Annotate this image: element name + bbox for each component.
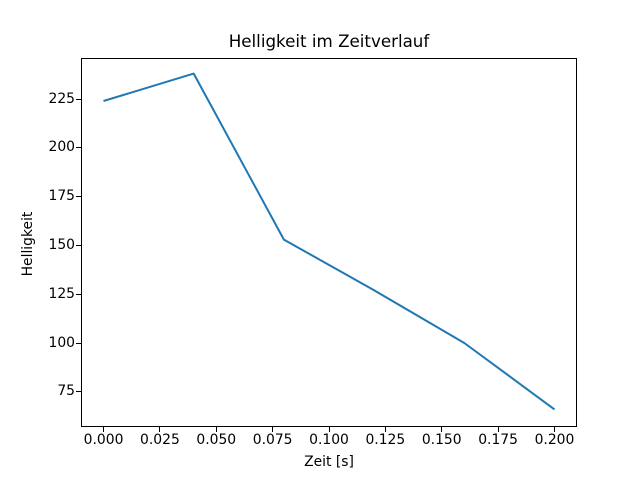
x-tick-mark xyxy=(441,427,443,432)
y-tick-mark xyxy=(76,196,81,198)
x-tick-label: 0.025 xyxy=(140,432,180,448)
y-tick-label: 175 xyxy=(48,188,75,205)
x-tick-label: 0.125 xyxy=(365,432,406,448)
x-axis-label: Zeit [s] xyxy=(304,454,354,470)
x-tick-label: 0.200 xyxy=(534,432,575,448)
y-tick-mark xyxy=(76,293,81,295)
y-tick-label: 125 xyxy=(48,285,75,302)
y-tick-mark xyxy=(76,147,81,149)
x-tick-label: 0.000 xyxy=(83,432,124,448)
x-tick-mark xyxy=(272,427,274,432)
y-tick-label: 225 xyxy=(48,90,75,107)
data-line xyxy=(103,72,556,411)
x-tick-label: 0.150 xyxy=(421,432,462,448)
x-tick-mark xyxy=(215,427,217,432)
plot-area xyxy=(81,58,577,427)
y-tick-label: 200 xyxy=(48,139,75,156)
x-tick-mark xyxy=(384,427,386,432)
y-tick-label: 150 xyxy=(48,236,75,253)
x-tick-mark xyxy=(497,427,499,432)
x-tick-mark xyxy=(103,427,105,432)
x-tick-mark xyxy=(328,427,330,432)
x-tick-label: 0.175 xyxy=(478,432,518,448)
chart-title: Helligkeit im Zeitverlauf xyxy=(228,31,430,51)
y-tick-label: 100 xyxy=(48,334,75,351)
line-chart-svg xyxy=(81,58,577,427)
x-tick-label: 0.050 xyxy=(196,432,237,448)
x-tick-label: 0.075 xyxy=(252,432,293,448)
x-tick-label: 0.100 xyxy=(309,432,349,448)
y-tick-mark xyxy=(76,342,81,344)
y-tick-mark xyxy=(76,98,81,100)
axes-spines xyxy=(81,58,577,427)
x-tick-mark xyxy=(159,427,161,432)
y-tick-label: 75 xyxy=(57,383,75,400)
y-tick-mark xyxy=(76,391,81,393)
y-tick-mark xyxy=(76,244,81,246)
x-tick-mark xyxy=(553,427,555,432)
